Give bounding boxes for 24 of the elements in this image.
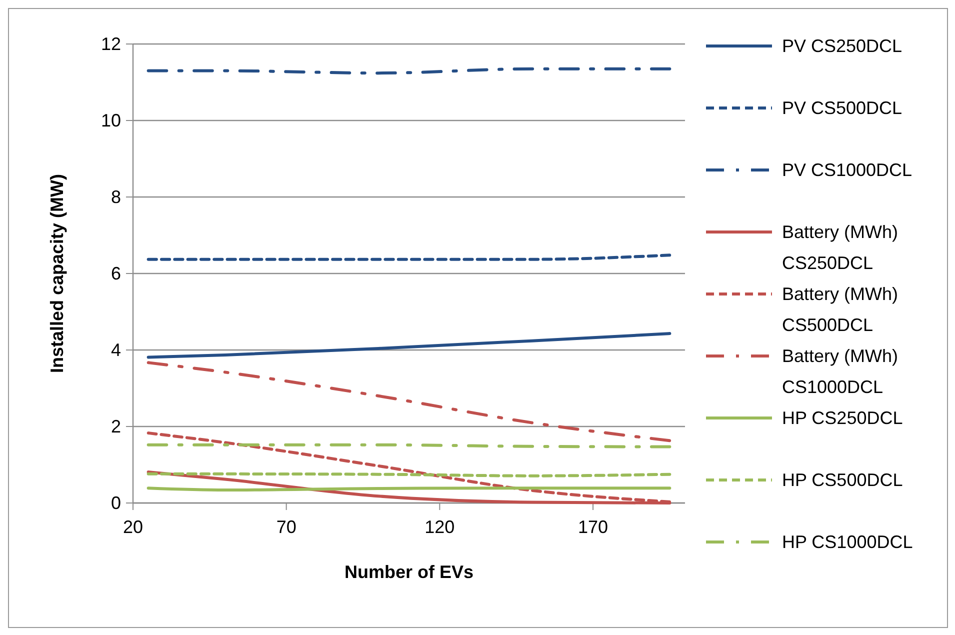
- legend-label: HP CS1000DCL: [782, 532, 913, 552]
- legend-label: PV CS250DCL: [782, 36, 902, 56]
- y-tick-label: 2: [110, 416, 121, 436]
- x-axis-title: Number of EVs: [344, 562, 474, 582]
- x-tick-label: 70: [276, 517, 296, 537]
- y-tick-label: 12: [100, 34, 121, 54]
- line-series: [146, 361, 672, 442]
- legend-label: Battery (MWh) CS1000DCL: [782, 346, 898, 397]
- legend-label: Battery (MWh) CS500DCL: [782, 284, 898, 335]
- x-tick-label: 120: [424, 517, 455, 537]
- y-tick-label: 10: [100, 110, 121, 130]
- y-tick-label: 6: [110, 264, 121, 284]
- legend-label: HP CS500DCL: [782, 470, 903, 490]
- legend-label: Battery (MWh) CS250DCL: [782, 222, 898, 273]
- y-tick-label: 0: [110, 493, 121, 513]
- y-tick-label: 8: [110, 187, 121, 207]
- x-tick-label: 170: [578, 517, 608, 537]
- legend-label: PV CS500DCL: [782, 98, 902, 118]
- y-axis-title: Installed capacity (MW): [47, 174, 67, 374]
- x-tick-label: 20: [122, 517, 144, 537]
- line-series: [146, 332, 672, 359]
- legend-label: HP CS250DCL: [782, 408, 903, 428]
- y-tick-label: 4: [110, 340, 121, 360]
- legend-label: PV CS1000DCL: [782, 160, 912, 180]
